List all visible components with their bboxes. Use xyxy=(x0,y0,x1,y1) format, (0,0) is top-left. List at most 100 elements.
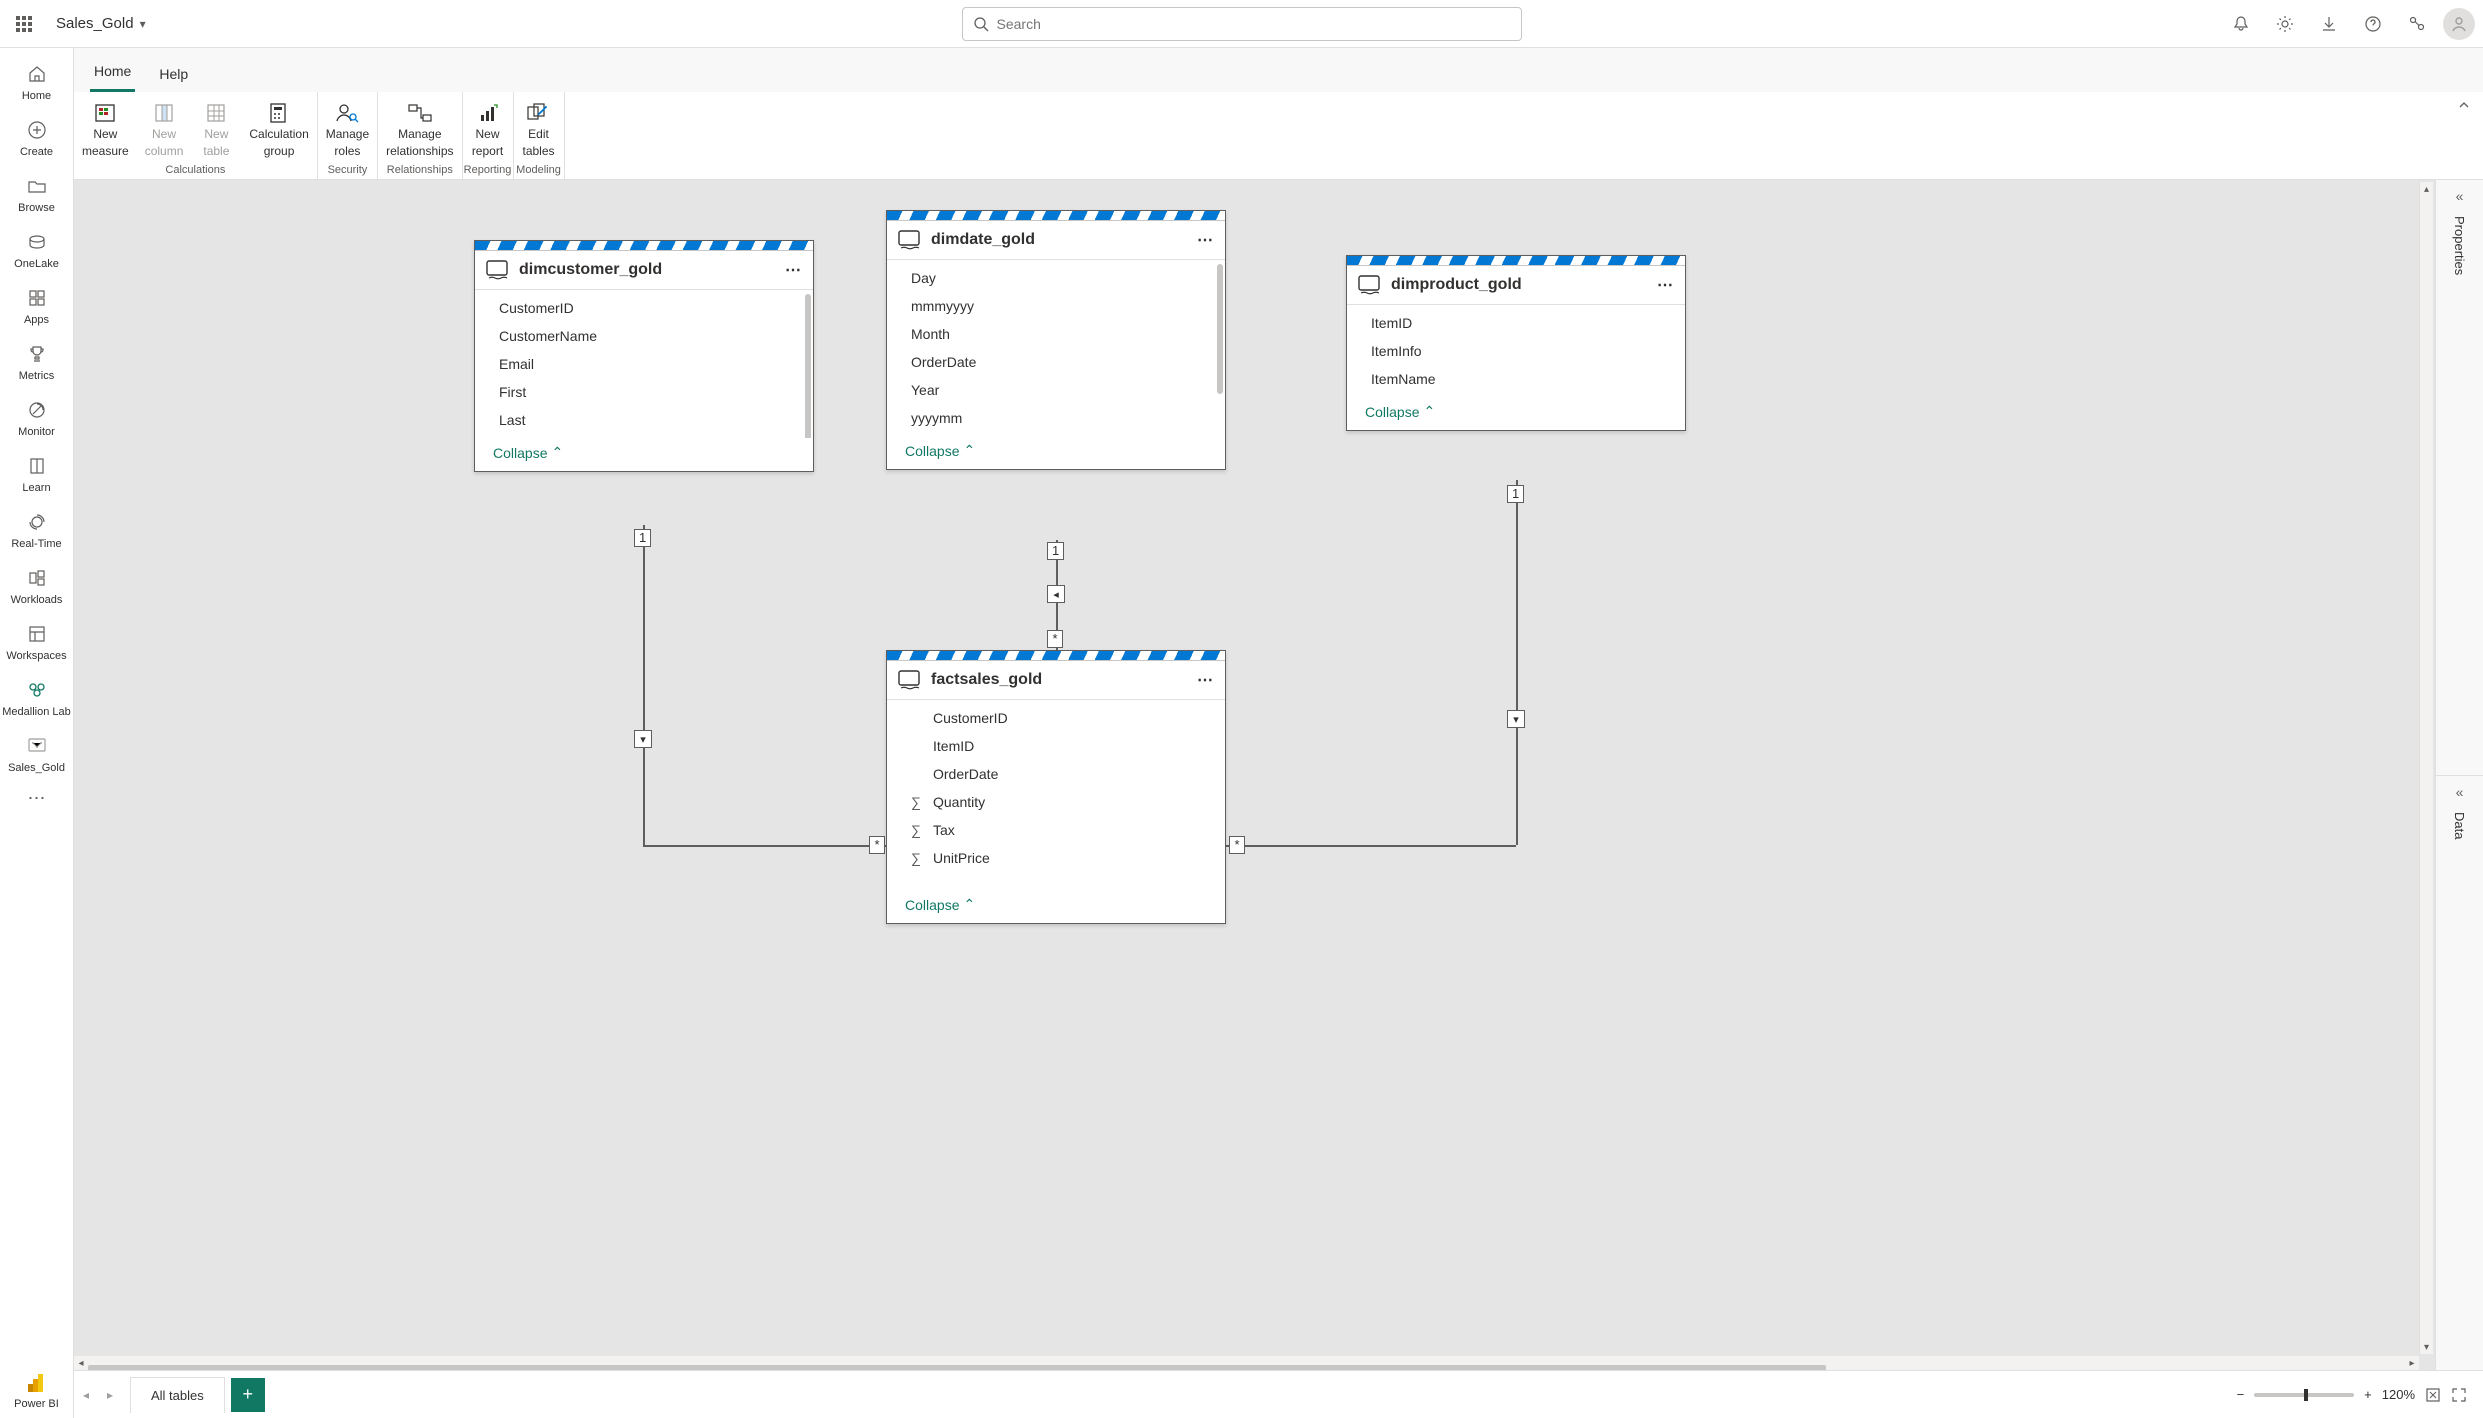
sidebar-item-monitor[interactable]: Monitor xyxy=(0,392,73,444)
column-item[interactable]: ∑Quantity xyxy=(887,788,1225,816)
sidebar-item-workloads[interactable]: Workloads xyxy=(0,560,73,612)
model-canvas[interactable]: 1 ▾ * 1 ◂ * 1 ▾ * dimcustomer_gold ⋯ Cus… xyxy=(74,180,2483,1370)
table-more-icon[interactable]: ⋯ xyxy=(1197,230,1215,250)
chevron-up-icon: ⌃ xyxy=(551,444,563,461)
relationship-line[interactable] xyxy=(1516,480,1518,845)
zoom-slider[interactable] xyxy=(2254,1393,2354,1397)
column-item[interactable]: ItemName xyxy=(1347,365,1685,393)
workspaces-icon xyxy=(25,622,49,646)
sidebar-powerbi[interactable]: Power BI xyxy=(14,1372,59,1410)
cardinality-one: 1 xyxy=(1047,542,1064,560)
collapse-button[interactable]: Collapse⌃ xyxy=(887,436,1225,469)
properties-panel-tab[interactable]: « Properties xyxy=(2435,180,2483,776)
scroll-up-icon[interactable]: ▴ xyxy=(2420,182,2433,196)
search-input[interactable] xyxy=(997,16,1511,32)
table-factsales[interactable]: factsales_gold ⋯ CustomerID ItemID Order… xyxy=(886,650,1226,924)
top-bar: Sales_Gold ▾ xyxy=(0,0,2483,48)
tab-prev-button[interactable]: ◂ xyxy=(74,1388,98,1402)
collapse-button[interactable]: Collapse⌃ xyxy=(1347,397,1685,430)
panel-label: Data xyxy=(2452,812,2467,839)
table-scrollbar[interactable] xyxy=(1217,264,1223,394)
sheet-tab-all-tables[interactable]: All tables xyxy=(130,1377,225,1413)
sidebar-item-realtime[interactable]: Real-Time xyxy=(0,504,73,556)
sidebar-item-apps[interactable]: Apps xyxy=(0,280,73,332)
new-column-button[interactable]: Newcolumn xyxy=(137,96,192,162)
scroll-left-icon[interactable]: ◂ xyxy=(74,1358,88,1369)
ribbon-collapse[interactable] xyxy=(2445,92,2483,118)
sidebar-item-workspaces[interactable]: Workspaces xyxy=(0,616,73,668)
sidebar-item-onelake[interactable]: OneLake xyxy=(0,224,73,276)
column-item[interactable]: CustomerID xyxy=(887,704,1225,732)
sidebar-item-medallion[interactable]: Medallion Lab xyxy=(0,672,73,724)
column-item[interactable]: OrderDate xyxy=(887,348,1225,376)
new-measure-button[interactable]: Newmeasure xyxy=(74,96,137,162)
column-item[interactable]: CustomerName xyxy=(475,322,813,350)
user-avatar[interactable] xyxy=(2443,8,2475,40)
sidebar-item-browse[interactable]: Browse xyxy=(0,168,73,220)
add-tab-button[interactable]: + xyxy=(231,1378,265,1412)
canvas-horizontal-scrollbar[interactable]: ◂ ▸ xyxy=(74,1356,2419,1370)
book-icon xyxy=(25,454,49,478)
menu-home[interactable]: Home xyxy=(90,53,135,92)
sidebar-item-learn[interactable]: Learn xyxy=(0,448,73,500)
document-title[interactable]: Sales_Gold ▾ xyxy=(56,15,146,32)
table-dimdate[interactable]: dimdate_gold ⋯ Day mmmyyyy Month OrderDa… xyxy=(886,210,1226,470)
column-item[interactable]: mmmyyyy xyxy=(887,292,1225,320)
table-more-icon[interactable]: ⋯ xyxy=(785,260,803,280)
sidebar-item-salesgold[interactable]: Sales_Gold xyxy=(0,728,73,780)
column-item[interactable]: ∑Tax xyxy=(887,816,1225,844)
notifications-icon[interactable] xyxy=(2223,6,2259,42)
trophy-icon xyxy=(25,342,49,366)
help-icon[interactable] xyxy=(2355,6,2391,42)
column-item[interactable]: ItemID xyxy=(1347,309,1685,337)
share-icon[interactable] xyxy=(2399,6,2435,42)
fullscreen-button[interactable] xyxy=(2451,1387,2467,1403)
column-item[interactable]: ∑UnitPrice xyxy=(887,844,1225,872)
canvas-vertical-scrollbar[interactable]: ▴ ▾ xyxy=(2419,182,2433,1354)
table-scrollbar[interactable] xyxy=(805,294,811,438)
scroll-down-icon[interactable]: ▾ xyxy=(2420,1340,2433,1354)
new-table-button[interactable]: Newtable xyxy=(191,96,241,162)
column-item[interactable]: First xyxy=(475,378,813,406)
calculation-group-button[interactable]: Calculationgroup xyxy=(241,96,316,162)
menu-help[interactable]: Help xyxy=(155,56,192,92)
zoom-out-button[interactable]: − xyxy=(2237,1387,2245,1402)
fit-to-page-button[interactable] xyxy=(2425,1387,2441,1403)
column-item[interactable]: OrderDate xyxy=(887,760,1225,788)
sidebar-item-metrics[interactable]: Metrics xyxy=(0,336,73,388)
column-item[interactable]: ItemID xyxy=(887,732,1225,760)
table-dimcustomer[interactable]: dimcustomer_gold ⋯ CustomerID CustomerNa… xyxy=(474,240,814,472)
download-icon[interactable] xyxy=(2311,6,2347,42)
edit-tables-button[interactable]: Edittables xyxy=(514,96,564,162)
manage-relationships-button[interactable]: Managerelationships xyxy=(378,96,461,162)
sidebar-item-home[interactable]: Home xyxy=(0,56,73,108)
column-item[interactable]: Month xyxy=(887,320,1225,348)
column-item[interactable]: Last xyxy=(475,406,813,434)
relationship-line[interactable] xyxy=(643,525,645,845)
app-launcher-icon[interactable] xyxy=(8,8,40,40)
column-item[interactable]: CustomerID xyxy=(475,294,813,322)
column-item[interactable]: Year xyxy=(887,376,1225,404)
scroll-right-icon[interactable]: ▸ xyxy=(2405,1358,2419,1369)
column-item[interactable]: ItemInfo xyxy=(1347,337,1685,365)
collapse-button[interactable]: Collapse⌃ xyxy=(887,876,1225,923)
monitor-icon xyxy=(25,398,49,422)
sidebar-more[interactable]: ⋯ xyxy=(28,788,46,809)
search-box[interactable] xyxy=(962,7,1522,41)
model-icon xyxy=(25,734,49,758)
new-report-button[interactable]: Newreport xyxy=(463,96,513,162)
settings-icon[interactable] xyxy=(2267,6,2303,42)
manage-roles-button[interactable]: Manageroles xyxy=(318,96,377,162)
zoom-in-button[interactable]: + xyxy=(2364,1387,2372,1402)
data-panel-tab[interactable]: « Data xyxy=(2435,776,2483,1371)
column-item[interactable]: Day xyxy=(887,264,1225,292)
tab-next-button[interactable]: ▸ xyxy=(98,1388,122,1402)
table-name: factsales_gold xyxy=(931,671,1042,689)
column-item[interactable]: Email xyxy=(475,350,813,378)
table-more-icon[interactable]: ⋯ xyxy=(1657,275,1675,295)
table-dimproduct[interactable]: dimproduct_gold ⋯ ItemID ItemInfo ItemNa… xyxy=(1346,255,1686,431)
column-item[interactable]: yyyymm xyxy=(887,404,1225,432)
collapse-button[interactable]: Collapse⌃ xyxy=(475,438,813,471)
sidebar-item-create[interactable]: Create xyxy=(0,112,73,164)
table-more-icon[interactable]: ⋯ xyxy=(1197,670,1215,690)
